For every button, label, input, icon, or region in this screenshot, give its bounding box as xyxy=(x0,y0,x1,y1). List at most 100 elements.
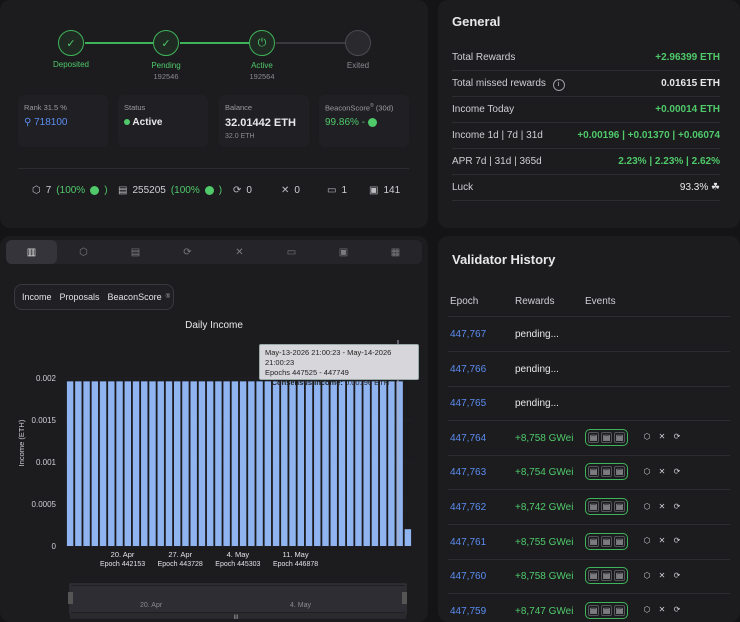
tab-deposits[interactable]: ▣ xyxy=(318,240,369,264)
tab-withdrawals[interactable]: ▭ xyxy=(266,240,317,264)
count-sync[interactable]: ⟳ 0 xyxy=(233,185,252,196)
income-bar[interactable] xyxy=(116,381,123,546)
income-bar[interactable] xyxy=(272,381,280,546)
column-epoch[interactable]: Epoch xyxy=(450,296,479,307)
income-bar[interactable] xyxy=(239,381,247,546)
epoch-link[interactable]: 447,762 xyxy=(450,502,487,513)
count-proposals[interactable]: ⬡ 7 (100% ) xyxy=(32,185,108,196)
income-bar[interactable] xyxy=(305,381,313,546)
income-bar[interactable] xyxy=(99,381,107,546)
income-bar[interactable] xyxy=(322,381,329,546)
income-bar[interactable] xyxy=(165,381,173,546)
count-deposits[interactable]: ▣ 141 xyxy=(369,185,400,196)
count-withdrawals[interactable]: ▭ 1 xyxy=(327,185,347,196)
range-navigator-selection[interactable] xyxy=(70,586,406,612)
income-bar[interactable] xyxy=(388,381,395,546)
attestation-events[interactable]: ▤ ▤ ▤ xyxy=(585,498,628,515)
column-rewards[interactable]: Rewards xyxy=(515,296,555,307)
epoch-link[interactable]: 447,760 xyxy=(450,571,487,583)
attestation-events[interactable]: ▤ ▤ ▤ xyxy=(585,567,628,585)
income-bar[interactable] xyxy=(132,381,140,546)
cube-icon[interactable]: ⬡ xyxy=(643,466,651,476)
attestation-events[interactable]: ▤ ▤ ▤ xyxy=(585,428,628,446)
sync-icon[interactable]: ⟳ xyxy=(673,466,681,476)
attestation-events[interactable]: ▤ ▤ ▤ xyxy=(585,463,628,481)
attestation-events[interactable]: ▤ ▤ ▤ xyxy=(585,601,628,619)
cube-icon[interactable]: ⬡ xyxy=(643,570,651,580)
epoch-link[interactable]: 447,759 xyxy=(450,605,487,617)
tab-rewards-chart[interactable]: ▥ xyxy=(6,240,57,264)
income-bar[interactable] xyxy=(206,381,214,546)
income-bar[interactable] xyxy=(223,381,230,546)
tab-slashings[interactable]: ✕ xyxy=(214,240,265,264)
tab-blocks[interactable]: ⬡ xyxy=(58,240,109,264)
info-icon[interactable]: i xyxy=(552,79,565,91)
sync-icon[interactable]: ⟳ xyxy=(673,432,681,442)
epoch-link[interactable]: 447,761 xyxy=(450,536,487,548)
column-events[interactable]: Events xyxy=(585,296,616,307)
epoch-link[interactable]: 447,766 xyxy=(450,363,487,375)
tab-attestations[interactable]: ▤ xyxy=(110,240,161,264)
income-bar[interactable] xyxy=(379,381,387,546)
income-bar[interactable] xyxy=(124,381,131,546)
epoch-link[interactable]: 447,764 xyxy=(450,432,487,444)
navigator-handle-left[interactable] xyxy=(68,592,73,604)
income-bar[interactable] xyxy=(149,381,156,546)
cube-icon[interactable]: ⬡ xyxy=(643,501,651,511)
slash-icon[interactable]: ✕ xyxy=(658,536,666,546)
income-bar[interactable] xyxy=(108,381,115,546)
chip-beaconscore[interactable]: BeaconScore xyxy=(107,292,162,302)
income-bar[interactable] xyxy=(215,381,222,546)
rank-value[interactable]: ⚲ 718100 xyxy=(24,117,67,128)
slash-icon[interactable]: ✕ xyxy=(658,570,666,580)
income-bar[interactable] xyxy=(182,381,189,546)
income-bar[interactable] xyxy=(330,381,337,546)
epoch-link[interactable]: 447,767 xyxy=(450,329,487,340)
sync-icon[interactable]: ⟳ xyxy=(673,605,681,615)
income-bar[interactable] xyxy=(281,381,288,546)
income-bar[interactable] xyxy=(91,381,99,546)
slash-icon[interactable]: ✕ xyxy=(658,432,666,442)
chip-proposals[interactable]: Proposals xyxy=(59,292,100,302)
income-bar[interactable] xyxy=(190,381,197,546)
income-bar[interactable] xyxy=(347,381,354,546)
tab-sync[interactable]: ⟳ xyxy=(162,240,213,264)
income-bar[interactable] xyxy=(198,381,206,546)
income-bar[interactable] xyxy=(338,381,346,546)
slash-icon[interactable]: ✕ xyxy=(658,501,666,511)
slash-icon[interactable]: ✕ xyxy=(658,605,666,615)
count-attestations[interactable]: ▤ 255205 (100% ) xyxy=(118,185,222,196)
attestation-events[interactable]: ▤ ▤ ▤ xyxy=(585,532,628,550)
navigator-scrollbar[interactable] xyxy=(70,613,406,619)
income-bar[interactable] xyxy=(355,381,362,546)
cube-icon[interactable]: ⬡ xyxy=(643,536,651,546)
income-bar[interactable] xyxy=(141,381,148,546)
sync-icon[interactable]: ⟳ xyxy=(673,570,681,580)
cube-icon[interactable]: ⬡ xyxy=(643,605,651,615)
income-bar[interactable] xyxy=(396,381,403,546)
income-bar[interactable] xyxy=(363,381,370,546)
sync-icon[interactable]: ⟳ xyxy=(673,501,681,511)
cube-icon[interactable]: ⬡ xyxy=(643,432,651,442)
income-bar[interactable] xyxy=(371,381,379,546)
income-bar[interactable] xyxy=(264,381,272,546)
income-bar[interactable] xyxy=(174,381,181,546)
chip-income[interactable]: Income xyxy=(22,292,52,302)
income-bar[interactable] xyxy=(314,381,321,546)
income-bar[interactable] xyxy=(248,381,255,546)
epoch-link[interactable]: 447,763 xyxy=(450,467,487,479)
income-bar[interactable] xyxy=(66,381,74,546)
navigator-handle-right[interactable] xyxy=(402,592,407,604)
income-bar[interactable] xyxy=(231,381,239,546)
income-bar[interactable] xyxy=(404,529,412,546)
income-bar[interactable] xyxy=(289,381,296,546)
income-bar[interactable] xyxy=(157,381,164,546)
income-bar[interactable] xyxy=(83,381,90,546)
tab-more[interactable]: ▦ xyxy=(370,240,421,264)
income-bar[interactable] xyxy=(256,381,263,546)
epoch-link[interactable]: 447,765 xyxy=(450,398,487,410)
count-slashings[interactable]: ✕ 0 xyxy=(281,185,300,196)
income-bar[interactable] xyxy=(297,381,304,546)
slash-icon[interactable]: ✕ xyxy=(658,466,666,476)
sync-icon[interactable]: ⟳ xyxy=(673,536,681,546)
